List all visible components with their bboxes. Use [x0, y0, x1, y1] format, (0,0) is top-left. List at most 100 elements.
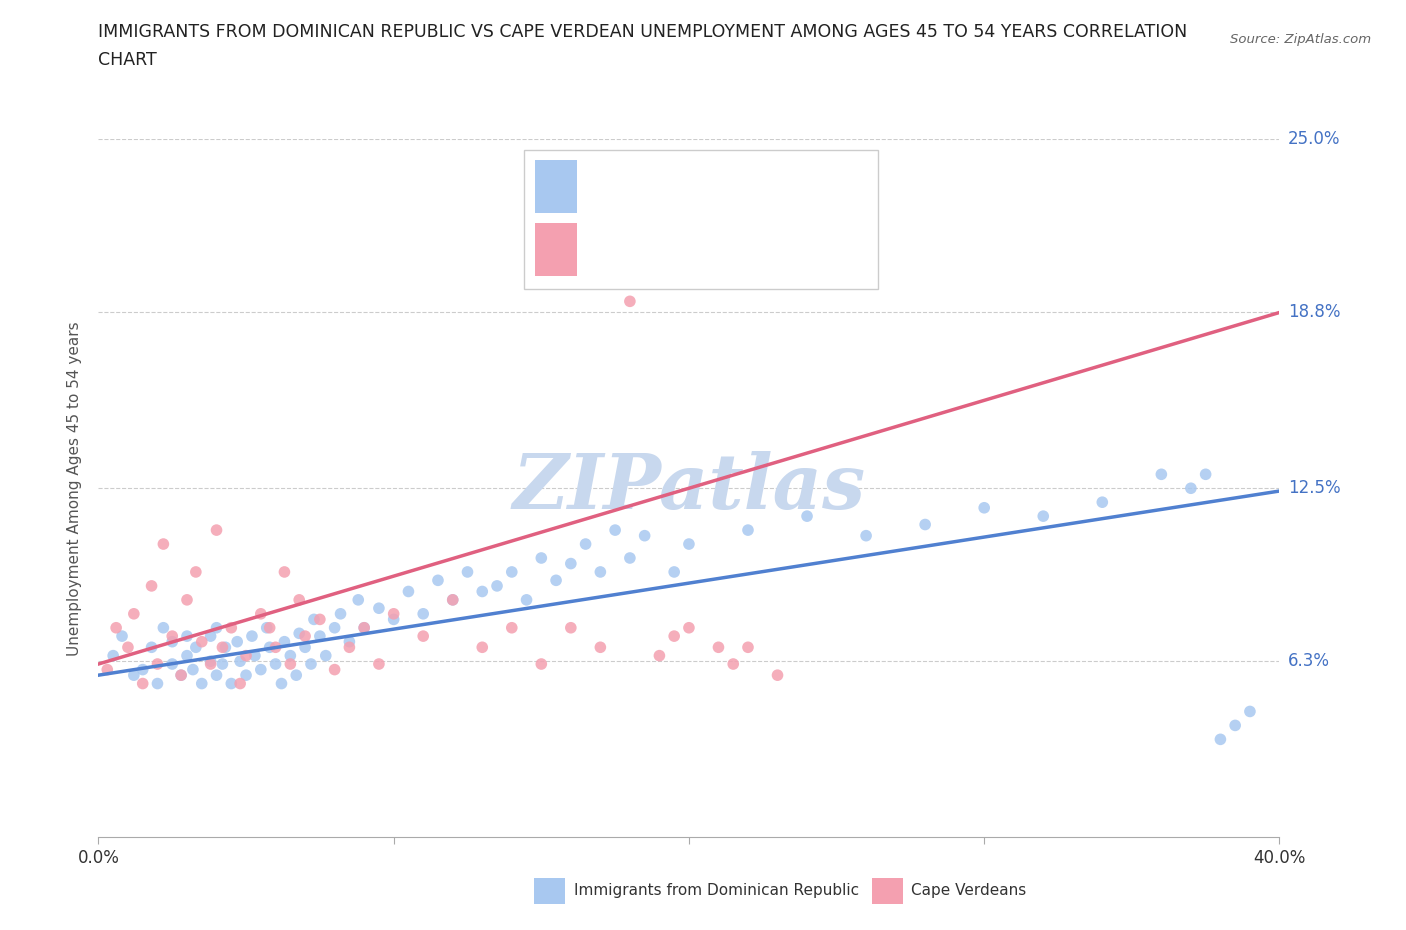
Point — [648, 648, 671, 663]
Point — [250, 662, 273, 677]
Point — [205, 668, 228, 683]
Point — [240, 629, 263, 644]
Point — [914, 517, 936, 532]
Text: R = 0.541: R = 0.541 — [592, 178, 686, 196]
Point — [229, 676, 252, 691]
Point — [589, 640, 612, 655]
Point — [337, 634, 360, 649]
Text: Cape Verdeans: Cape Verdeans — [911, 884, 1026, 898]
Point — [664, 629, 686, 644]
Point — [664, 565, 686, 579]
Point — [170, 668, 193, 683]
Point — [259, 640, 281, 655]
Point — [152, 620, 174, 635]
Point — [170, 668, 193, 683]
Point — [323, 662, 346, 677]
Point — [176, 648, 198, 663]
Text: 18.8%: 18.8% — [1288, 303, 1340, 322]
Point — [427, 573, 450, 588]
Point — [337, 640, 360, 655]
Point — [737, 523, 759, 538]
Point — [1150, 467, 1173, 482]
Point — [412, 606, 434, 621]
Point — [122, 606, 145, 621]
Point — [191, 634, 214, 649]
Point — [329, 606, 352, 621]
Point — [396, 584, 419, 599]
Point — [368, 601, 391, 616]
Point — [530, 551, 553, 565]
Text: 25.0%: 25.0% — [1288, 130, 1340, 149]
Point — [973, 500, 995, 515]
Point — [235, 668, 257, 683]
Point — [132, 676, 155, 691]
Point — [176, 629, 198, 644]
Point — [412, 629, 434, 644]
Point — [181, 662, 204, 677]
Point — [211, 657, 233, 671]
Point — [184, 565, 207, 579]
Point — [560, 620, 582, 635]
Text: N = 80: N = 80 — [724, 178, 794, 196]
Point — [214, 640, 236, 655]
Point — [259, 620, 281, 635]
Point — [219, 676, 242, 691]
Point — [589, 565, 612, 579]
Point — [103, 648, 125, 663]
Point — [235, 648, 257, 663]
Point — [707, 640, 730, 655]
Point — [273, 634, 295, 649]
Point — [323, 620, 346, 635]
Point — [368, 657, 391, 671]
Point — [288, 592, 311, 607]
FancyBboxPatch shape — [536, 161, 576, 213]
Point — [353, 620, 375, 635]
Y-axis label: Unemployment Among Ages 45 to 54 years: Unemployment Among Ages 45 to 54 years — [67, 321, 83, 656]
Text: N = 47: N = 47 — [724, 240, 794, 259]
Point — [176, 592, 198, 607]
Point — [141, 640, 163, 655]
Point — [243, 648, 266, 663]
Point — [1195, 467, 1218, 482]
Point — [152, 537, 174, 551]
Text: Source: ZipAtlas.com: Source: ZipAtlas.com — [1230, 33, 1371, 46]
Text: 12.5%: 12.5% — [1288, 479, 1340, 498]
Point — [256, 620, 278, 635]
FancyBboxPatch shape — [536, 223, 576, 275]
Point — [200, 657, 222, 671]
Point — [382, 612, 405, 627]
Point — [456, 565, 478, 579]
Point — [270, 676, 292, 691]
Point — [619, 551, 641, 565]
Point — [1223, 718, 1246, 733]
Point — [501, 565, 523, 579]
FancyBboxPatch shape — [523, 150, 877, 289]
Point — [299, 657, 322, 671]
Point — [605, 523, 627, 538]
Point — [146, 657, 169, 671]
Point — [737, 640, 759, 655]
Point — [162, 657, 183, 671]
Text: Immigrants from Dominican Republic: Immigrants from Dominican Republic — [574, 884, 859, 898]
Point — [200, 654, 222, 669]
Point — [721, 657, 744, 671]
Point — [309, 612, 332, 627]
Point — [219, 620, 242, 635]
Point — [146, 676, 169, 691]
Point — [515, 592, 537, 607]
Point — [678, 537, 700, 551]
Point — [619, 294, 641, 309]
Point — [471, 584, 494, 599]
Point — [105, 620, 128, 635]
Text: ZIPatlas: ZIPatlas — [512, 451, 866, 525]
Point — [544, 573, 567, 588]
Point — [1209, 732, 1232, 747]
Point — [560, 556, 582, 571]
Text: 6.3%: 6.3% — [1288, 652, 1330, 671]
Point — [796, 509, 818, 524]
Point — [96, 662, 118, 677]
Point — [678, 620, 700, 635]
Text: R = 0.523: R = 0.523 — [592, 240, 686, 259]
Point — [278, 657, 302, 671]
Point — [347, 592, 370, 607]
